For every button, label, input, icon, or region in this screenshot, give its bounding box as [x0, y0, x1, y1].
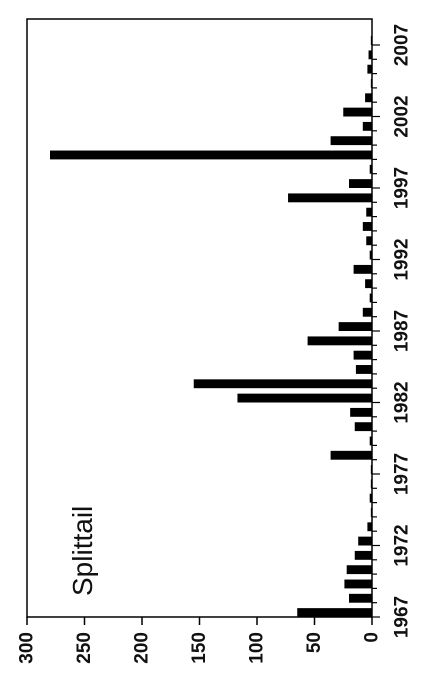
bar-1998: [369, 164, 372, 174]
bar-1996: [288, 193, 372, 203]
value-tick-label: 100: [247, 632, 268, 664]
bar-1971: [354, 550, 372, 560]
bar-1976: [370, 479, 372, 489]
bar-1978: [330, 450, 372, 460]
bar-2006: [368, 50, 372, 60]
bar-1999: [50, 150, 372, 160]
bar-1994: [362, 222, 372, 231]
bar-1987: [338, 322, 372, 331]
bar-1974: [370, 508, 372, 517]
bar-1979: [369, 436, 372, 446]
value-tick-label: 250: [74, 632, 95, 664]
year-tick-label: 1992: [392, 238, 413, 280]
bar-1980: [354, 422, 372, 432]
bars-group: [50, 36, 372, 617]
value-tick-label: 200: [132, 632, 153, 664]
bar-2000: [330, 136, 372, 146]
bar-1983: [193, 379, 372, 389]
year-tick-label: 1997: [392, 167, 413, 209]
bar-2004: [370, 79, 372, 88]
bar-1991: [353, 264, 372, 274]
year-tick-label: 1982: [392, 381, 413, 423]
value-axis: 0 50 100 150 200 250 300: [17, 617, 383, 664]
bar-2001: [362, 121, 372, 131]
year-tick-label: 2002: [392, 95, 413, 137]
year-tick-label: 1972: [392, 524, 413, 566]
bar-1967: [297, 608, 372, 617]
bar-1995: [366, 207, 372, 217]
bar-1972: [358, 536, 372, 546]
bar-1985: [353, 350, 372, 360]
year-tick-label: 1977: [392, 453, 413, 495]
bar-2002: [343, 107, 372, 117]
bar-2003: [365, 93, 372, 103]
bar-1973: [367, 522, 372, 532]
bar-1988: [362, 307, 372, 317]
bar-1982: [237, 393, 372, 403]
bar-1984: [355, 365, 372, 374]
value-tick-label: 0: [362, 632, 383, 643]
chart-annotation: Splittail: [67, 506, 98, 596]
bar-1992: [369, 250, 372, 260]
year-tick-label: 1967: [392, 596, 413, 638]
year-tick-label: 1987: [392, 310, 413, 352]
bar-1977: [370, 465, 372, 474]
bar-1993: [366, 236, 372, 246]
year-tick-label: 2007: [392, 24, 413, 66]
bar-1990: [365, 279, 372, 289]
year-axis: 1967 1972 1977 1982 1987 1992 1997 2002 2007: [372, 24, 413, 638]
value-tick-label: 300: [17, 632, 38, 664]
bar-1970: [346, 565, 372, 575]
value-tick-label: 50: [304, 632, 325, 653]
bar-1997: [349, 179, 372, 188]
bar-1968: [349, 593, 372, 603]
bar-2007: [370, 36, 372, 45]
bar-1981: [350, 407, 372, 417]
bar-1969: [344, 579, 372, 589]
bar-1986: [307, 336, 372, 346]
bar-1989: [369, 293, 372, 303]
bar-1975: [369, 493, 372, 503]
bar-2005: [367, 64, 372, 74]
value-tick-label: 150: [189, 632, 210, 664]
